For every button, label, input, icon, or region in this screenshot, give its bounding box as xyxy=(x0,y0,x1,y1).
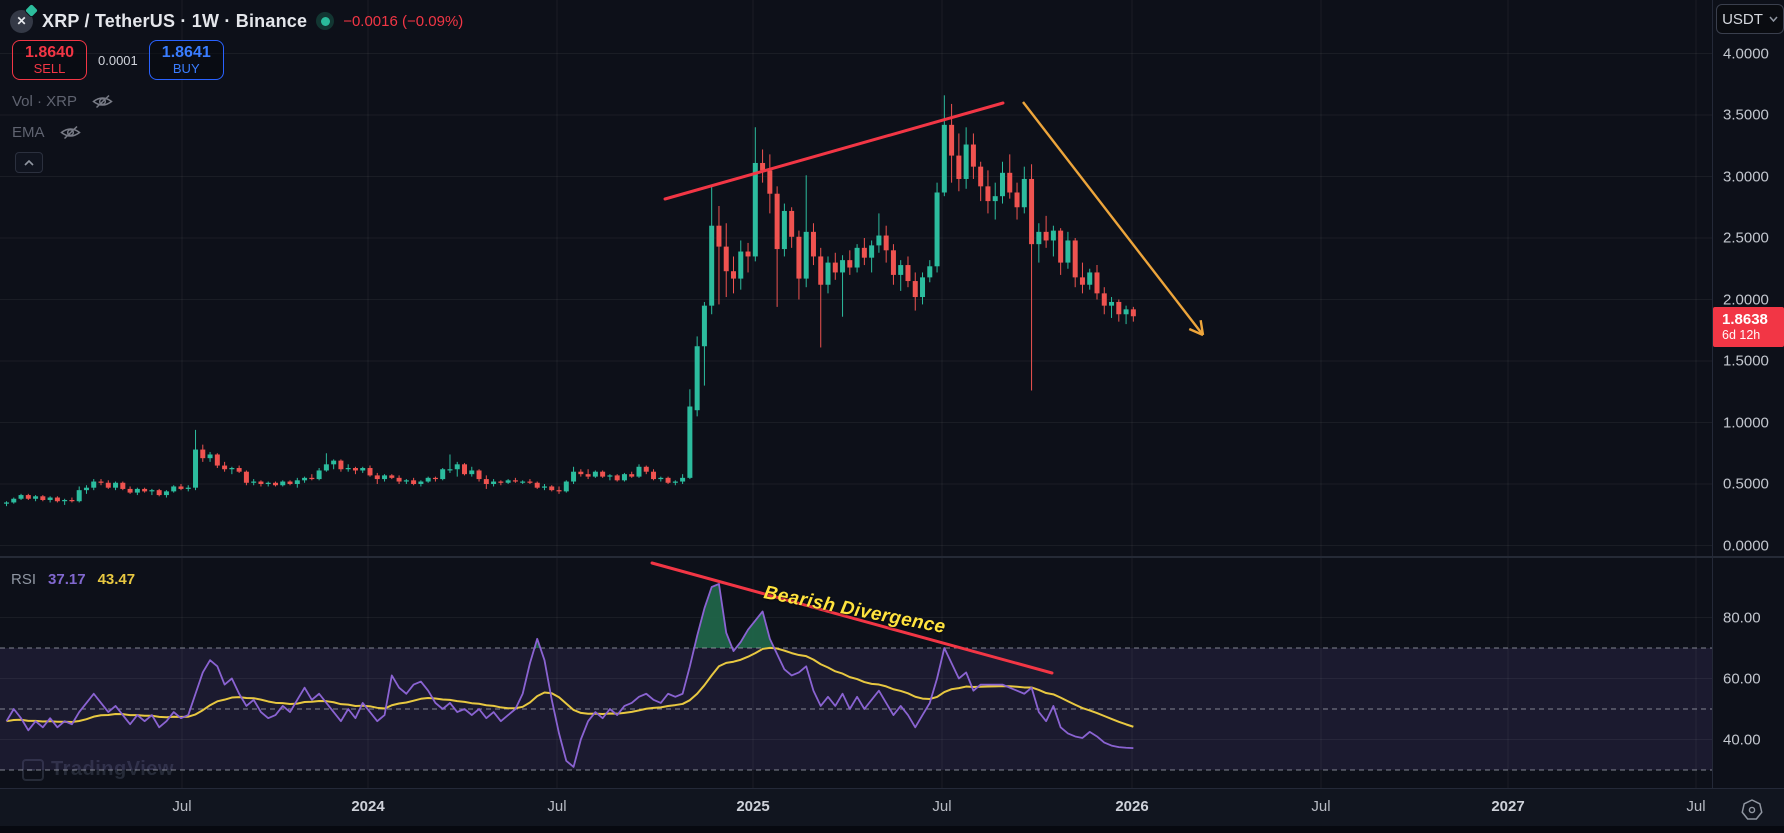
spread-value: 0.0001 xyxy=(98,52,138,68)
buy-price: 1.8641 xyxy=(161,44,211,62)
sell-label: SELL xyxy=(33,60,66,76)
bar-countdown: 6d 12h xyxy=(1722,328,1761,343)
volume-indicator-label[interactable]: Vol · XRP xyxy=(12,93,78,110)
time-tick-label: 2027 xyxy=(1491,798,1525,815)
price-tick-label: 3.5000 xyxy=(1723,106,1769,124)
time-tick-label: Jul xyxy=(1311,798,1331,815)
time-tick-label: 2026 xyxy=(1115,798,1149,815)
price-scale[interactable]: 4.0000 3.5000 3.0000 2.5000 2.0000 1.5000 1.00… xyxy=(1712,0,1784,833)
market-status-icon[interactable] xyxy=(316,12,335,30)
eye-off-icon[interactable] xyxy=(92,94,113,109)
ema-indicator-legend: EMA xyxy=(12,124,81,141)
last-price: 1.8638 xyxy=(1722,311,1768,329)
axis-settings-gear-icon[interactable] xyxy=(1737,796,1767,824)
currency-dropdown[interactable]: USDT xyxy=(1716,4,1784,34)
candles xyxy=(4,95,1136,507)
last-price-tag: 1.8638 6d 12h xyxy=(1713,307,1784,347)
symbol-legend: ✕ XRP / TetherUS · 1W · Binance −0.0016 … xyxy=(10,3,464,34)
rsi-tick-label: 60.00 xyxy=(1723,670,1761,687)
chart-title[interactable]: XRP / TetherUS · 1W · Binance xyxy=(42,10,308,31)
rsi-divergence-trendline xyxy=(650,561,1054,675)
bottom-edge xyxy=(0,826,1784,833)
rsi-line xyxy=(5,583,1134,768)
watermark-text: TradingView xyxy=(51,758,174,781)
time-axis[interactable]: Jul 2024 Jul 2025 Jul 2026 Jul 2027 Jul xyxy=(0,788,1784,827)
price-change: −0.0016 (−0.09%) xyxy=(343,12,464,30)
sell-button[interactable]: 1.8640 SELL xyxy=(12,40,87,80)
buy-label: BUY xyxy=(172,60,200,76)
sell-price: 1.8640 xyxy=(25,44,74,62)
rsi-ma-line xyxy=(6,646,1134,728)
price-tick-label: 0.5000 xyxy=(1723,475,1769,493)
order-widget: 1.8640 SELL 0.0001 1.8641 BUY xyxy=(12,40,224,80)
time-tick-label: Jul xyxy=(932,798,952,815)
time-tick-label: Jul xyxy=(172,798,192,815)
time-tick-label: 2024 xyxy=(351,798,385,815)
time-tick-label: Jul xyxy=(547,798,567,815)
chevron-up-icon xyxy=(24,159,34,166)
collapse-legend-button[interactable] xyxy=(15,152,43,173)
rsi-name: RSI xyxy=(11,571,37,588)
eye-off-icon[interactable] xyxy=(59,125,81,140)
volume-indicator-legend: Vol · XRP xyxy=(12,93,113,110)
rsi-ma-value: 43.47 xyxy=(97,571,136,588)
price-tick-label: 1.5000 xyxy=(1723,352,1769,370)
rsi-legend[interactable]: RSI 37.17 43.47 xyxy=(11,571,135,588)
price-tick-label: 2.0000 xyxy=(1723,291,1769,308)
time-tick-label: 2025 xyxy=(736,798,770,815)
rsi-tick-label: 40.00 xyxy=(1723,731,1761,748)
rsi-value: 37.17 xyxy=(48,571,86,588)
price-tick-label: 3.0000 xyxy=(1723,168,1769,185)
main-trendline xyxy=(663,101,1005,201)
price-tick-label: 1.0000 xyxy=(1723,414,1769,431)
price-tick-label: 4.0000 xyxy=(1723,45,1769,62)
rsi-tick-label: 80.00 xyxy=(1723,609,1761,626)
ema-indicator-label[interactable]: EMA xyxy=(12,124,45,141)
price-tick-label: 2.5000 xyxy=(1723,229,1769,247)
tradingview-watermark: TradingView xyxy=(22,758,174,781)
chevron-down-icon xyxy=(1769,16,1778,22)
buy-button[interactable]: 1.8641 BUY xyxy=(148,40,224,80)
price-tick-label: 0.0000 xyxy=(1723,537,1769,554)
time-tick-label: Jul xyxy=(1686,798,1706,815)
down-arrow xyxy=(1022,101,1204,336)
xrp-symbol-icon[interactable]: ✕ xyxy=(10,3,38,33)
